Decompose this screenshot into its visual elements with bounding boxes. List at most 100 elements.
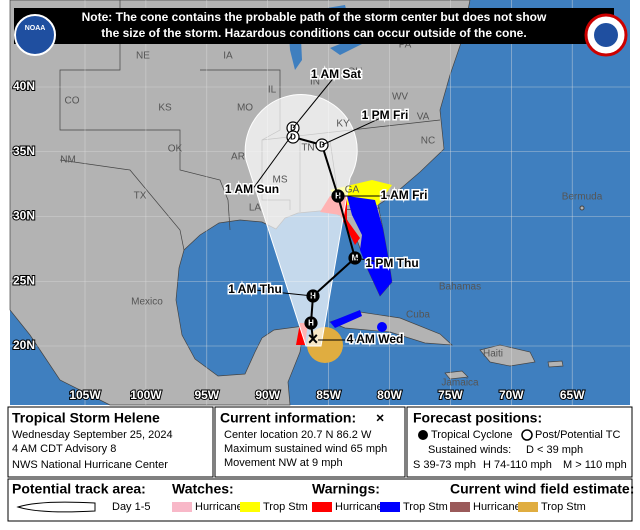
place-label: OH (348, 67, 363, 78)
forecast-time: 1 AM Sat (311, 67, 361, 81)
note: the size of the storm. Hazardous conditi… (101, 26, 526, 40)
place-label: AR (231, 152, 245, 163)
wind-hurricane: Hurricane (473, 501, 521, 513)
h: H 74-110 mph (483, 459, 552, 471)
longitude-label: 75W (438, 388, 463, 402)
place-label: TX (134, 191, 147, 202)
warning-hurricane-swatch (312, 502, 332, 512)
warning-storm (330, 310, 362, 328)
forecast-time: 4 AM Wed (347, 332, 404, 346)
place-label: Bahamas (439, 282, 481, 293)
place-label: IA (223, 51, 233, 62)
cone (244, 94, 358, 347)
warnings-title: Warnings: (312, 481, 380, 497)
forecast-time: 1 AM Fri (381, 188, 428, 202)
place-label: LA (249, 203, 262, 214)
watch-hurricane-swatch (172, 502, 192, 512)
tc-symbol (418, 430, 428, 440)
place-label: NM (60, 155, 76, 166)
current-title: Current information: (220, 410, 356, 426)
place-label: TN (301, 143, 314, 154)
longitude-label: 95W (194, 388, 219, 402)
current-box (214, 406, 406, 478)
forecast-time: 1 PM Thu (365, 256, 418, 270)
nws-logo (594, 23, 618, 47)
m: M > 110 mph (563, 459, 627, 471)
place-label: IL (268, 85, 277, 96)
place-label: KY (336, 119, 350, 130)
forecast-time: 1 AM Sun (225, 182, 279, 196)
warning-hurricane: Hurricane (335, 501, 383, 513)
jamaica (444, 370, 469, 380)
track-days: Day 1-5 (112, 501, 151, 513)
longitude-label: 105W (69, 388, 101, 402)
hispaniola (479, 344, 536, 367)
location: Center location 20.7 N 86.2 W (224, 429, 372, 441)
longitude-label: 90W (255, 388, 280, 402)
s: S 39-73 mph (413, 459, 476, 471)
latitude-label: 25N (13, 273, 35, 287)
wind-title: Current wind field estimate: (450, 481, 634, 497)
warning-storm-swatch (380, 502, 400, 512)
place-label: IN (310, 77, 320, 88)
place-label: Haiti (483, 349, 503, 360)
longitude-label: 85W (316, 388, 341, 402)
place-label: VA (417, 112, 430, 123)
wind-storm: Trop Stm (541, 501, 586, 513)
place-label: WV (392, 92, 408, 103)
leader-line (251, 134, 293, 191)
place-label: MS (273, 175, 288, 186)
cone-icon (16, 501, 96, 513)
sustained: Sustained winds: (428, 444, 511, 456)
warning-storm: Trop Stm (403, 501, 448, 513)
watch-hurricane: Hurricane (195, 501, 243, 513)
warning-storm (377, 322, 387, 332)
place-label: Jamaica (441, 378, 479, 389)
tropical: Tropical Cyclone (431, 429, 513, 441)
leader-line (354, 257, 393, 265)
place-label: CO (65, 96, 80, 107)
latitude-label: 35N (13, 144, 35, 158)
legend-box (7, 478, 633, 522)
latitude-label: 20N (13, 338, 35, 352)
place-label: OK (168, 144, 183, 155)
leader-line (254, 289, 314, 297)
forecast-letter: H (310, 292, 316, 301)
forecast-title: Forecast positions: (413, 410, 542, 426)
latitude-label: 30N (13, 209, 35, 223)
note: Note: The cone contains the probable pat… (82, 10, 547, 24)
note-banner (14, 8, 614, 44)
place-label: GA (345, 185, 360, 196)
d: D < 39 mph (526, 444, 583, 456)
wind: Maximum sustained wind 65 mph (224, 443, 387, 455)
current-position: × (308, 329, 319, 349)
current-symbol: × (376, 410, 384, 426)
puerto-rico (547, 360, 564, 368)
center: NWS National Hurricane Center (12, 459, 168, 471)
place-label: NE (136, 51, 150, 62)
forecast-point (286, 130, 300, 144)
longitude-label: 70W (499, 388, 524, 402)
state-lines (59, 0, 231, 231)
cuba (328, 311, 453, 346)
latitude-label: 40N (13, 79, 35, 93)
watches-title: Watches: (172, 481, 234, 497)
noaa-logo (14, 14, 56, 56)
border (59, 159, 185, 251)
forecast-time: 1 PM Fri (362, 108, 409, 122)
forecast-box (406, 406, 633, 478)
place-label: NC (421, 136, 435, 147)
wind-hurricane-swatch (450, 502, 470, 512)
place-label: MO (237, 103, 253, 114)
warning-storm (347, 196, 392, 296)
watch-storm-swatch (240, 502, 260, 512)
longitude-label: 65W (560, 388, 585, 402)
map-labels: NE IA IL IN OH PA CO KS MO KY WV VA OK AR TN NC NM TX MS GA… (60, 40, 603, 389)
advisory: 4 AM CDT Advisory 8 (12, 443, 116, 455)
bermuda (579, 205, 585, 211)
movement: Movement NW at 9 mph (224, 457, 343, 469)
noaa-logo-text: NOAA (25, 25, 46, 32)
storm-name: Tropical Storm Helene (12, 410, 160, 426)
forecast-letter: D (290, 124, 296, 133)
